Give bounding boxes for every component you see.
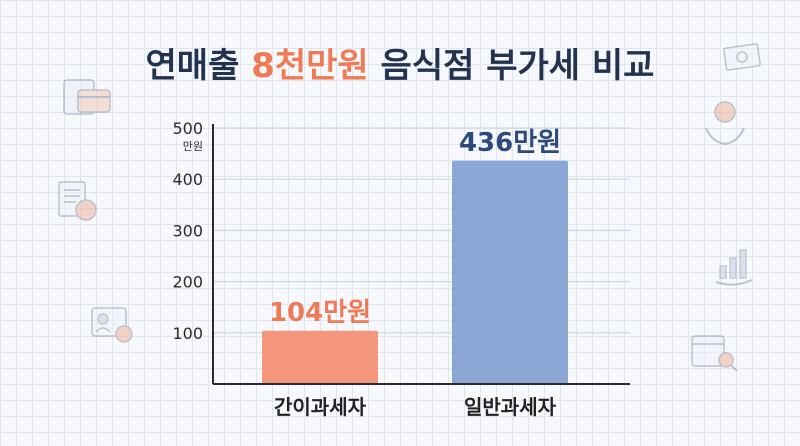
credit-card-icon	[63, 79, 111, 115]
growth-chart-icon	[715, 249, 753, 286]
chart-title-prefix: 연매출	[145, 46, 252, 86]
calendar-search-icon	[691, 335, 738, 372]
y-tick-label: 100	[172, 324, 203, 343]
bar-2	[452, 160, 568, 384]
y-tick-label: 200	[172, 273, 203, 292]
bar-1	[262, 330, 378, 384]
data-label-1: 104만원	[269, 298, 371, 328]
id-card-icon	[91, 307, 133, 343]
chart-title-suffix: 음식점 부가세 비교	[368, 46, 655, 86]
category-label-2: 일반과세자	[464, 395, 557, 419]
y-tick-label: 500	[172, 119, 203, 138]
money-bill-icon	[723, 43, 761, 71]
y-tick-label: 300	[172, 221, 203, 240]
chart-title: 연매출 8천만원 음식점 부가세 비교	[0, 38, 800, 87]
chart-title-highlight: 8천만원	[251, 46, 369, 86]
y-tick-label: 400	[172, 170, 203, 189]
category-label-1: 간이과세자	[274, 395, 367, 419]
coin-hand-icon	[705, 101, 745, 146]
data-label-2: 436만원	[459, 128, 561, 158]
document-coin-icon	[58, 181, 97, 221]
y-axis-unit-label: 만원	[183, 140, 203, 153]
